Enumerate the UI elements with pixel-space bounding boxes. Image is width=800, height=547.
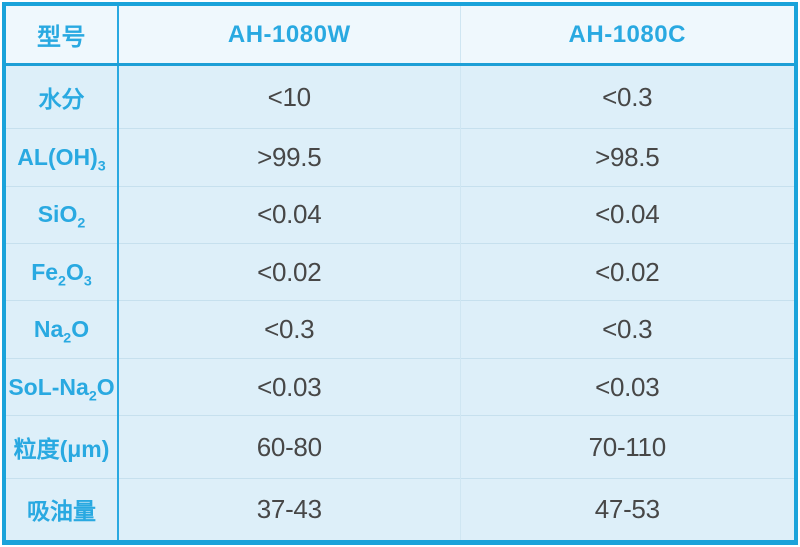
table-row: SoL-Na2O <0.03 <0.03 xyxy=(6,357,794,416)
header-ah1080c: AH-1080C xyxy=(460,6,794,66)
value-ah1080w: <0.3 xyxy=(118,300,461,359)
table-body: 水分 <10 <0.3 AL(OH)3 >99.5 >98.5 SiO2 <0.04 <0.04… xyxy=(6,64,794,540)
row-label: Fe2O3 xyxy=(6,243,119,301)
spec-table: 型号 AH-1080W AH-1080C 水分 <10 <0.3 AL(OH)3 >99… xyxy=(6,6,794,540)
table-row: AL(OH)3 >99.5 >98.5 xyxy=(6,128,794,187)
table-header: 型号 AH-1080W AH-1080C xyxy=(6,6,794,66)
value-ah1080c: <0.04 xyxy=(460,185,794,244)
row-label: Na2O xyxy=(6,300,119,359)
row-label: 吸油量 xyxy=(6,477,119,540)
row-label: 水分 xyxy=(6,64,119,129)
value-ah1080w: <0.04 xyxy=(118,185,461,244)
value-ah1080c: <0.02 xyxy=(460,243,794,301)
value-ah1080c: >98.5 xyxy=(460,128,794,187)
value-ah1080w: <0.02 xyxy=(118,243,461,301)
row-label: AL(OH)3 xyxy=(6,128,119,187)
value-ah1080w: <10 xyxy=(118,64,461,129)
table-row: Na2O <0.3 <0.3 xyxy=(6,300,794,359)
value-ah1080w: 60-80 xyxy=(118,415,461,479)
row-label: SoL-Na2O xyxy=(6,357,119,416)
value-ah1080c: <0.3 xyxy=(460,64,794,129)
row-label: 粒度(μm) xyxy=(6,415,119,479)
value-ah1080c: 70-110 xyxy=(460,415,794,479)
table-row: 吸油量 37-43 47-53 xyxy=(6,477,794,540)
header-ah1080w: AH-1080W xyxy=(118,6,461,66)
value-ah1080c: 47-53 xyxy=(460,477,794,540)
value-ah1080w: >99.5 xyxy=(118,128,461,187)
row-label: SiO2 xyxy=(6,185,119,244)
table-row: 水分 <10 <0.3 xyxy=(6,64,794,129)
value-ah1080w: <0.03 xyxy=(118,357,461,416)
value-ah1080c: <0.03 xyxy=(460,357,794,416)
header-model-label: 型号 xyxy=(6,6,119,66)
value-ah1080c: <0.3 xyxy=(460,300,794,359)
table-row: Fe2O3 <0.02 <0.02 xyxy=(6,243,794,301)
table-row: 粒度(μm) 60-80 70-110 xyxy=(6,415,794,479)
header-row: 型号 AH-1080W AH-1080C xyxy=(6,6,794,66)
table-row: SiO2 <0.04 <0.04 xyxy=(6,185,794,244)
value-ah1080w: 37-43 xyxy=(118,477,461,540)
